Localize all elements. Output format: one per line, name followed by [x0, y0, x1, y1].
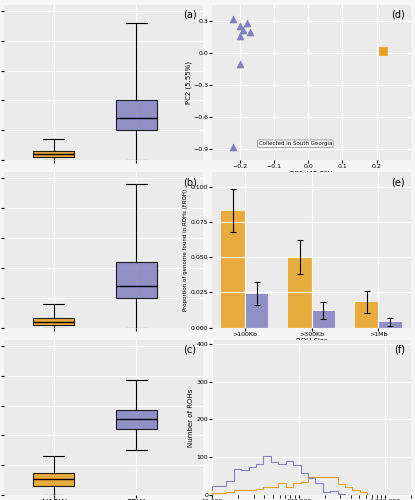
X-axis label: ROH Size: ROH Size — [296, 338, 327, 344]
Bar — [245, 294, 268, 328]
Text: (c): (c) — [183, 344, 197, 354]
Bar — [288, 257, 312, 328]
Y-axis label: PC2 (5.55%): PC2 (5.55%) — [185, 61, 192, 104]
PathPatch shape — [33, 151, 74, 157]
Point — [237, 32, 243, 40]
PathPatch shape — [116, 262, 157, 298]
Point — [229, 143, 236, 151]
PathPatch shape — [116, 410, 157, 430]
Bar — [312, 310, 335, 328]
Text: (e): (e) — [391, 177, 405, 187]
Bar — [355, 302, 378, 328]
Point — [247, 28, 254, 36]
Text: (a): (a) — [183, 10, 197, 20]
Point — [380, 47, 387, 55]
Text: (d): (d) — [391, 10, 405, 20]
Point — [240, 26, 247, 34]
Y-axis label: Number of ROHs: Number of ROHs — [188, 388, 194, 446]
Bar — [378, 322, 402, 328]
PathPatch shape — [116, 100, 157, 130]
Point — [243, 19, 250, 27]
Point — [237, 22, 243, 30]
Text: Collected in South Georgia: Collected in South Georgia — [259, 141, 332, 146]
X-axis label: PC1 (43.7%): PC1 (43.7%) — [290, 170, 333, 177]
PathPatch shape — [33, 318, 74, 325]
Bar — [222, 210, 245, 328]
PathPatch shape — [33, 472, 74, 486]
Text: (b): (b) — [183, 177, 197, 187]
Point — [229, 15, 236, 23]
Y-axis label: Proportion of genome found in ROHs (FROH): Proportion of genome found in ROHs (FROH… — [183, 189, 188, 311]
Point — [237, 60, 243, 68]
Text: (f): (f) — [394, 344, 405, 354]
